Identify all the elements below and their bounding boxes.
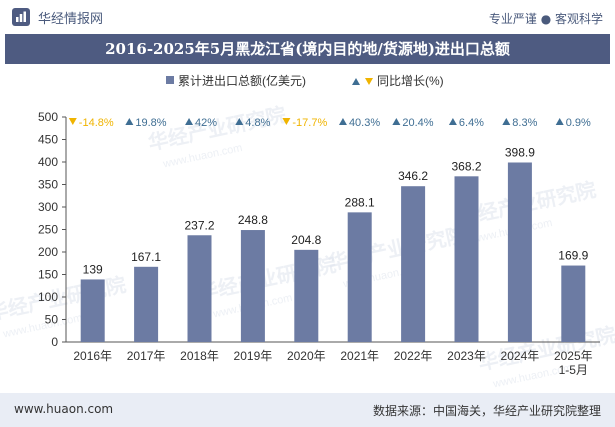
y-tick-label: 300 xyxy=(38,200,58,214)
x-tick-label: 2021年 xyxy=(340,349,379,363)
y-tick-label: 350 xyxy=(38,178,58,192)
growth-up-triangle-icon xyxy=(235,118,244,125)
y-tick-label: 150 xyxy=(38,268,58,282)
bar-value-label: 398.9 xyxy=(505,145,535,159)
brand: 华经情报网 xyxy=(12,8,104,27)
bar xyxy=(240,230,265,342)
x-tick-label: 2022年 xyxy=(394,349,433,363)
growth-label: 8.3% xyxy=(512,117,537,129)
legend-growth-label: 同比增长(%) xyxy=(377,74,444,88)
y-tick-label: 100 xyxy=(38,290,58,304)
y-tick-label: 0 xyxy=(51,335,58,349)
legend-bar-swatch xyxy=(166,76,174,84)
growth-labels: -14.8% 19.8% 42% 4.8% -17.7% 40.3% 20.4% 6.4% 8.… xyxy=(68,117,591,129)
x-tick-label: 2016年 xyxy=(73,349,112,363)
growth-up-triangle-icon xyxy=(502,118,511,125)
bar xyxy=(347,212,372,342)
bar-value-label: 139 xyxy=(83,262,103,276)
x-tick-label: 2020年 xyxy=(287,349,326,363)
top-bar: 华经情报网 专业严谨 ● 客观科学 xyxy=(0,0,615,34)
bar-value-label: 167.1 xyxy=(131,250,161,264)
growth-up-triangle-icon xyxy=(448,118,457,125)
growth-label: 40.3% xyxy=(349,117,380,129)
y-tick-label: 450 xyxy=(38,133,58,147)
bar-value-label: 169.9 xyxy=(558,249,588,263)
x-tick-label: 2018年 xyxy=(180,349,219,363)
bar xyxy=(454,176,479,342)
bar-value-label: 368.2 xyxy=(451,159,481,173)
growth-label: -17.7% xyxy=(292,117,327,129)
legend: 累计进出口总额(亿美元) 同比增长(%) xyxy=(166,73,444,88)
bar-value-label: 204.8 xyxy=(291,233,321,247)
x-tick-label: 2025年 xyxy=(554,349,593,363)
y-tick-label: 250 xyxy=(38,223,58,237)
footer-url: www.huaon.com xyxy=(14,402,114,416)
title-bar: 2016-2025年5月黑龙江省(境内目的地/货源地)进出口总额 xyxy=(5,34,610,64)
growth-label: 42% xyxy=(195,117,217,129)
growth-down-triangle-icon xyxy=(68,118,77,125)
legend-bar-label: 累计进出口总额(亿美元) xyxy=(178,73,306,88)
growth-up-triangle-icon xyxy=(338,118,347,125)
growth-up-triangle-icon xyxy=(125,118,134,125)
bar xyxy=(561,265,586,342)
x-tick-label: 2024年 xyxy=(501,349,540,363)
y-tick-label: 400 xyxy=(38,155,58,169)
x-tick-labels: 2016年 2017年 2018年 2019年 2020年 2021年 2022年 2023年… xyxy=(73,349,592,377)
bar xyxy=(294,249,319,342)
bar-value-label: 346.2 xyxy=(398,169,428,183)
bar-value-label: 248.8 xyxy=(238,213,268,227)
footer: www.huaon.com 数据来源：中国海关，华经产业研究院整理 xyxy=(0,393,615,427)
legend-up-triangle-icon xyxy=(352,78,360,85)
data-source: 数据来源：中国海关，华经产业研究院整理 xyxy=(372,404,601,418)
x-tick-label: 2023年 xyxy=(447,349,486,363)
growth-down-triangle-icon xyxy=(282,118,291,125)
chart-title: 2016-2025年5月黑龙江省(境内目的地/货源地)进出口总额 xyxy=(105,40,510,58)
x-tick-label: 1-5月 xyxy=(559,363,588,377)
x-tick-label: 2019年 xyxy=(234,349,273,363)
growth-up-triangle-icon xyxy=(555,118,564,125)
bar-value-label: 288.1 xyxy=(345,195,375,209)
growth-label: -14.8% xyxy=(79,117,114,129)
brand-name: 华经情报网 xyxy=(38,11,104,27)
growth-label: 0.9% xyxy=(566,117,591,129)
bar-chart: 华经产业研究院www.huaon.com华经产业研究院www.huaon.com… xyxy=(0,73,615,391)
bar xyxy=(401,186,426,342)
bars xyxy=(80,162,586,342)
bar xyxy=(134,266,159,342)
growth-label: 20.4% xyxy=(402,117,433,129)
growth-label: 4.8% xyxy=(245,117,270,129)
growth-up-triangle-icon xyxy=(392,118,401,125)
growth-label: 19.8% xyxy=(135,117,166,129)
y-tick-label: 50 xyxy=(45,313,59,327)
y-tick-label: 200 xyxy=(38,245,58,259)
y-tick-label: 500 xyxy=(38,110,58,124)
growth-up-triangle-icon xyxy=(185,118,194,125)
slogan: 专业严谨 ● 客观科学 xyxy=(488,12,603,26)
bar xyxy=(507,162,532,342)
bar xyxy=(80,279,105,342)
bar-value-label: 237.2 xyxy=(184,218,214,232)
huajing-logo-icon xyxy=(12,8,30,26)
value-labels: 139 167.1 237.2 248.8 204.8 288.1 346.2 368.2 39… xyxy=(83,145,589,276)
x-tick-label: 2017年 xyxy=(127,349,166,363)
legend-down-triangle-icon xyxy=(365,78,373,85)
growth-label: 6.4% xyxy=(459,117,484,129)
bar xyxy=(187,235,212,342)
